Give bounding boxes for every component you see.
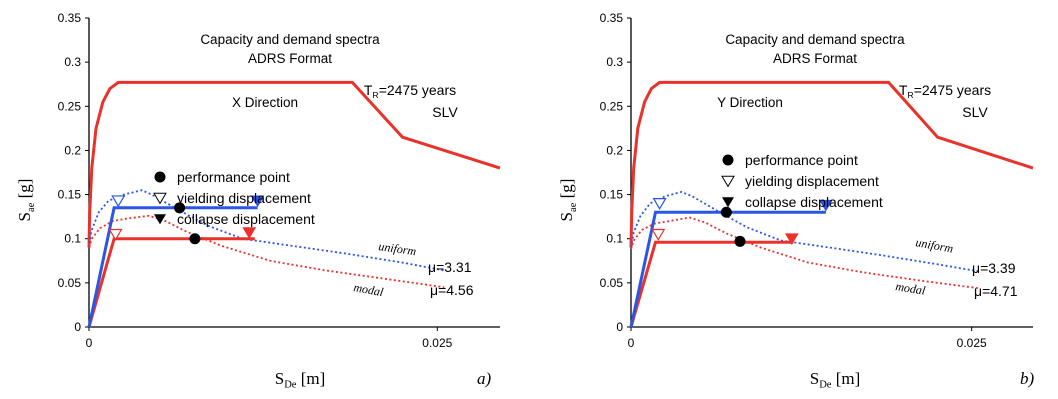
x-tick-label: 0.025: [957, 336, 987, 350]
y-tick-label: 0.35: [58, 11, 82, 25]
series-capacity-modal: [87, 237, 255, 328]
legend-marker-collapse: [154, 214, 166, 225]
modal-curve-label: modal: [895, 279, 927, 298]
marker-collapse-modal: [784, 233, 799, 246]
series-demand-spectrum: [87, 80, 501, 248]
marker-yield-modal: [651, 228, 666, 241]
x-axis-label: SDe [m]: [810, 369, 861, 391]
y-tick-label: 0.25: [58, 99, 82, 113]
marker-collapse-uniform: [818, 199, 833, 212]
chart-title-line1: Capacity and demand spectra: [725, 32, 905, 47]
panel-label: b): [1020, 369, 1035, 388]
y-tick-label: 0.1: [606, 232, 623, 246]
y-tick-label: 0: [74, 320, 81, 334]
return-period-label: TR=2475 years: [364, 82, 456, 100]
uniform-curve-label: uniform: [914, 235, 954, 255]
panel-label: a): [477, 369, 492, 388]
y-axis-label: Sae [g]: [557, 179, 579, 222]
ductility-modal-label: μ=4.56: [430, 282, 474, 298]
legend-marker-yielding: [721, 175, 735, 188]
legend-marker-collapse: [722, 197, 734, 208]
uniform-curve-label: uniform: [378, 239, 418, 258]
x-tick-label: 0: [86, 336, 93, 350]
modal-curve-label: modal: [352, 280, 385, 299]
y-tick-label: 0.15: [58, 188, 82, 202]
legend-marker-performance: [154, 171, 166, 183]
series-capacity-modal: [629, 240, 794, 328]
series-demand-uniform: [88, 189, 445, 272]
chart-title-line1: Capacity and demand spectra: [200, 32, 380, 47]
chart-title-line2: ADRS Format: [248, 51, 332, 66]
y-tick-label: 0.1: [64, 232, 81, 246]
series-demand-modal: [88, 214, 445, 289]
marker-yield-uniform: [652, 198, 667, 210]
series-demand-spectrum: [629, 80, 1034, 248]
legend-entry: performance point: [177, 169, 290, 185]
series-demand-modal: [630, 216, 979, 290]
direction-label: X Direction: [232, 95, 298, 110]
y-tick-label: 0.2: [64, 143, 81, 157]
series-capacity-uniform: [629, 210, 826, 328]
y-tick-label: 0: [616, 320, 623, 334]
legend-entry: yielding displacement: [177, 190, 311, 206]
chart-panel-b: 0 0.05 0.1 0.15 0.2 0.25 0.3 0.35 0 0.025 SDe [m] S…: [557, 11, 1035, 391]
series-capacity-uniform: [87, 206, 258, 328]
legend-marker-performance: [722, 154, 734, 166]
chart-title-line2: ADRS Format: [773, 51, 857, 66]
y-tick-label: 0.05: [600, 276, 624, 290]
ductility-uniform-label: μ=3.39: [972, 260, 1016, 276]
y-tick-label: 0.05: [58, 276, 82, 290]
x-axis-label: SDe [m]: [275, 369, 326, 391]
legend-marker-yielding: [153, 192, 167, 205]
limit-state-label: SLV: [962, 104, 988, 120]
marker-perf-modal: [189, 233, 201, 245]
chart-panel-a: 0 0.05 0.1 0.15 0.2 0.25 0.3 0.35 0 0.025 SDe [m] S…: [15, 11, 501, 391]
marker-perf-uniform: [174, 202, 186, 214]
direction-label: Y Direction: [717, 95, 783, 110]
ductility-modal-label: μ=4.71: [974, 283, 1018, 299]
marker-yield-modal: [108, 228, 123, 241]
marker-perf-modal: [734, 235, 746, 247]
y-axis-label: Sae [g]: [15, 179, 37, 222]
marker-perf-uniform: [720, 206, 732, 218]
return-period-label: TR=2475 years: [899, 82, 991, 100]
limit-state-label: SLV: [432, 104, 458, 120]
y-tick-label: 0.2: [606, 143, 623, 157]
x-tick-label: 0: [628, 336, 635, 350]
legend-entry: performance point: [745, 152, 858, 168]
legend-entry: yielding displacement: [745, 173, 879, 189]
y-tick-label: 0.35: [600, 11, 624, 25]
marker-yield-uniform: [111, 195, 126, 208]
ductility-uniform-label: μ=3.31: [428, 259, 472, 275]
x-tick-label: 0.025: [422, 336, 452, 350]
y-tick-label: 0.3: [64, 55, 81, 69]
legend-entry: collapse displacement: [745, 194, 883, 210]
y-tick-label: 0.15: [600, 188, 624, 202]
y-tick-label: 0.25: [600, 99, 624, 113]
marker-collapse-uniform: [250, 195, 265, 208]
series-demand-uniform: [630, 190, 979, 273]
marker-collapse-modal: [242, 227, 257, 239]
y-tick-label: 0.3: [606, 55, 623, 69]
legend-entry: collapse displacement: [177, 211, 315, 227]
